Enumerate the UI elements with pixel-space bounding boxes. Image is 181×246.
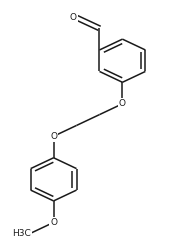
Text: O: O xyxy=(119,99,126,108)
Text: H3C: H3C xyxy=(12,229,31,238)
Text: O: O xyxy=(50,132,57,141)
Text: O: O xyxy=(70,13,77,22)
Text: O: O xyxy=(50,218,57,227)
